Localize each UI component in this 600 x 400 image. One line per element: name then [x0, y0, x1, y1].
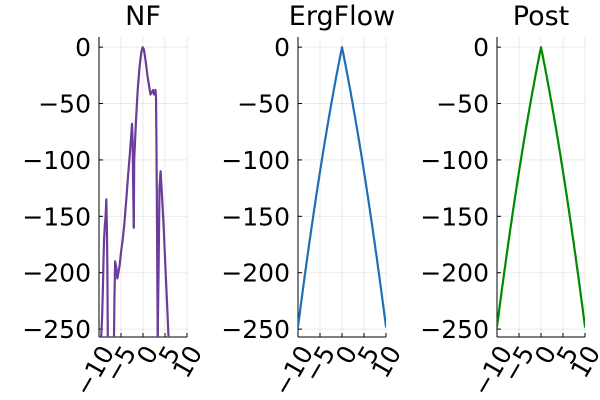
y-tick-label: −100	[221, 146, 290, 175]
y-tick-label: −250	[22, 315, 91, 344]
y-tick-label: −100	[22, 146, 91, 175]
panel-title: NF	[125, 1, 161, 32]
y-tick-label: 0	[75, 33, 91, 62]
y-tick-label: −200	[22, 259, 91, 288]
y-tick-label: −250	[221, 315, 290, 344]
series-line	[298, 46, 386, 328]
x-tick-label: 10	[366, 341, 407, 383]
y-tick-label: −100	[420, 146, 489, 175]
series-line	[497, 46, 585, 328]
x-tick-label: 10	[167, 341, 208, 383]
x-tick-label: 10	[565, 341, 600, 383]
y-tick-label: 0	[274, 33, 290, 62]
panel-title: Post	[513, 1, 570, 32]
y-tick-label: −150	[22, 202, 91, 231]
y-tick-label: −250	[420, 315, 489, 344]
y-tick-label: −150	[221, 202, 290, 231]
series-line	[100, 198, 109, 337]
y-tick-label: −200	[221, 259, 290, 288]
y-tick-label: −200	[420, 259, 489, 288]
series-line	[112, 122, 135, 337]
y-tick-label: −50	[436, 90, 489, 119]
series-line	[132, 46, 159, 337]
y-tick-label: 0	[473, 33, 489, 62]
y-tick-label: −50	[38, 90, 91, 119]
y-tick-label: −150	[420, 202, 489, 231]
y-tick-label: −50	[237, 90, 290, 119]
series-line	[156, 170, 170, 337]
panel-title: ErgFlow	[289, 1, 395, 32]
